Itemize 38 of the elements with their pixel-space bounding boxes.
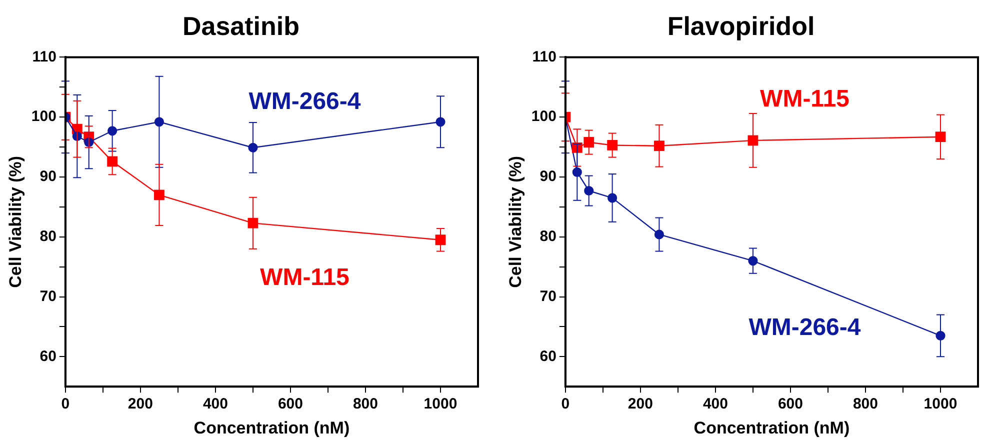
series-label: WM-266-4 — [248, 88, 362, 115]
x-tick-label: 800 — [352, 396, 378, 413]
point — [584, 137, 594, 148]
x-tick-label: 400 — [202, 396, 228, 413]
x-tick-label: 1000 — [924, 396, 958, 413]
y-tick-label: 90 — [40, 168, 56, 186]
x-tick-label: 200 — [628, 396, 653, 413]
y-tick-label: 80 — [40, 228, 56, 246]
x-tick-label: 600 — [778, 396, 803, 413]
y-tick-label: 80 — [540, 228, 556, 246]
y-axis-title: Cell Viability (%) — [506, 156, 525, 288]
y-tick-label: 100 — [531, 108, 556, 126]
y-tick-label: 60 — [40, 348, 56, 365]
point — [654, 140, 664, 152]
y-tick-label: 70 — [40, 288, 56, 305]
x-axis-title: Concentration (nM) — [694, 418, 850, 438]
x-axis-title: Concentration (nM) — [194, 418, 350, 438]
y-tick-label: 60 — [540, 348, 556, 365]
x-tick-label: 600 — [278, 396, 303, 413]
y-tick-label: 70 — [540, 288, 556, 305]
x-tick-label: 200 — [128, 396, 153, 413]
chart-title: Dasatinib — [182, 10, 300, 41]
y-tick-label: 100 — [31, 108, 56, 126]
x-tick-label: 800 — [852, 396, 878, 413]
series-label: WM-115 — [760, 85, 850, 112]
x-tick-label: 400 — [702, 396, 728, 413]
series-label: WM-115 — [260, 264, 350, 292]
x-tick-label: 0 — [561, 396, 570, 413]
y-tick-label: 110 — [532, 48, 556, 66]
x-tick-label: 1000 — [424, 396, 458, 413]
y-tick-label: 110 — [32, 48, 56, 66]
y-tick-label: 90 — [540, 168, 556, 186]
x-tick-label: 0 — [61, 396, 70, 413]
y-axis-title: Cell Viability (%) — [6, 156, 25, 288]
point — [607, 140, 618, 150]
series-label: WM-266-4 — [748, 314, 862, 342]
chart-title: Flavopiridol — [667, 10, 815, 41]
point — [107, 156, 118, 167]
